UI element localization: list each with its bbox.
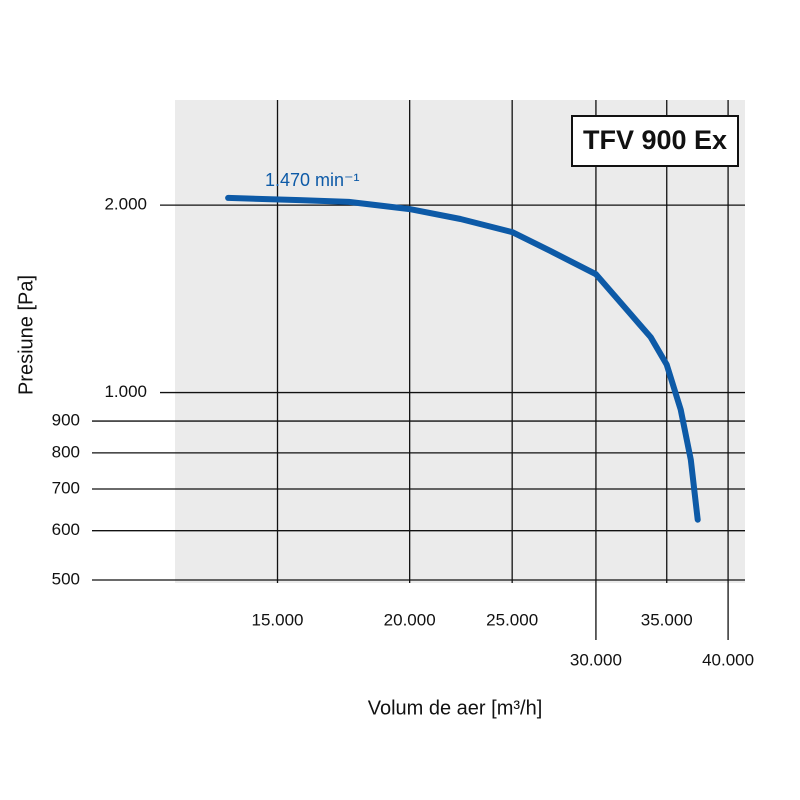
y-tick-label: 1.000 [104,382,147,401]
x-tick-label: 25.000 [486,610,538,629]
x-axis-title: Volum de aer [m³/h] [368,697,543,719]
plot-area [175,100,745,583]
annotation: 1.470 min⁻¹ [265,170,360,190]
x-tick-label: 30.000 [570,650,622,669]
model-box [571,115,739,167]
x-tick-label: 35.000 [641,610,693,629]
x-tick-label: 20.000 [384,610,436,629]
y-tick-label: 600 [52,520,80,539]
x-tick-label: 40.000 [702,650,754,669]
y-tick-label: 500 [52,569,80,588]
model-label: TFV 900 Ex [583,125,727,155]
y-tick-label: 900 [52,411,80,430]
y-tick-label: 2.000 [104,195,147,214]
y-tick-label: 700 [52,478,80,497]
y-axis-title: Presiune [Pa] [15,275,37,395]
y-tick-label: 800 [52,442,80,461]
curve [225,194,701,523]
x-tick-label: 15.000 [252,610,304,629]
